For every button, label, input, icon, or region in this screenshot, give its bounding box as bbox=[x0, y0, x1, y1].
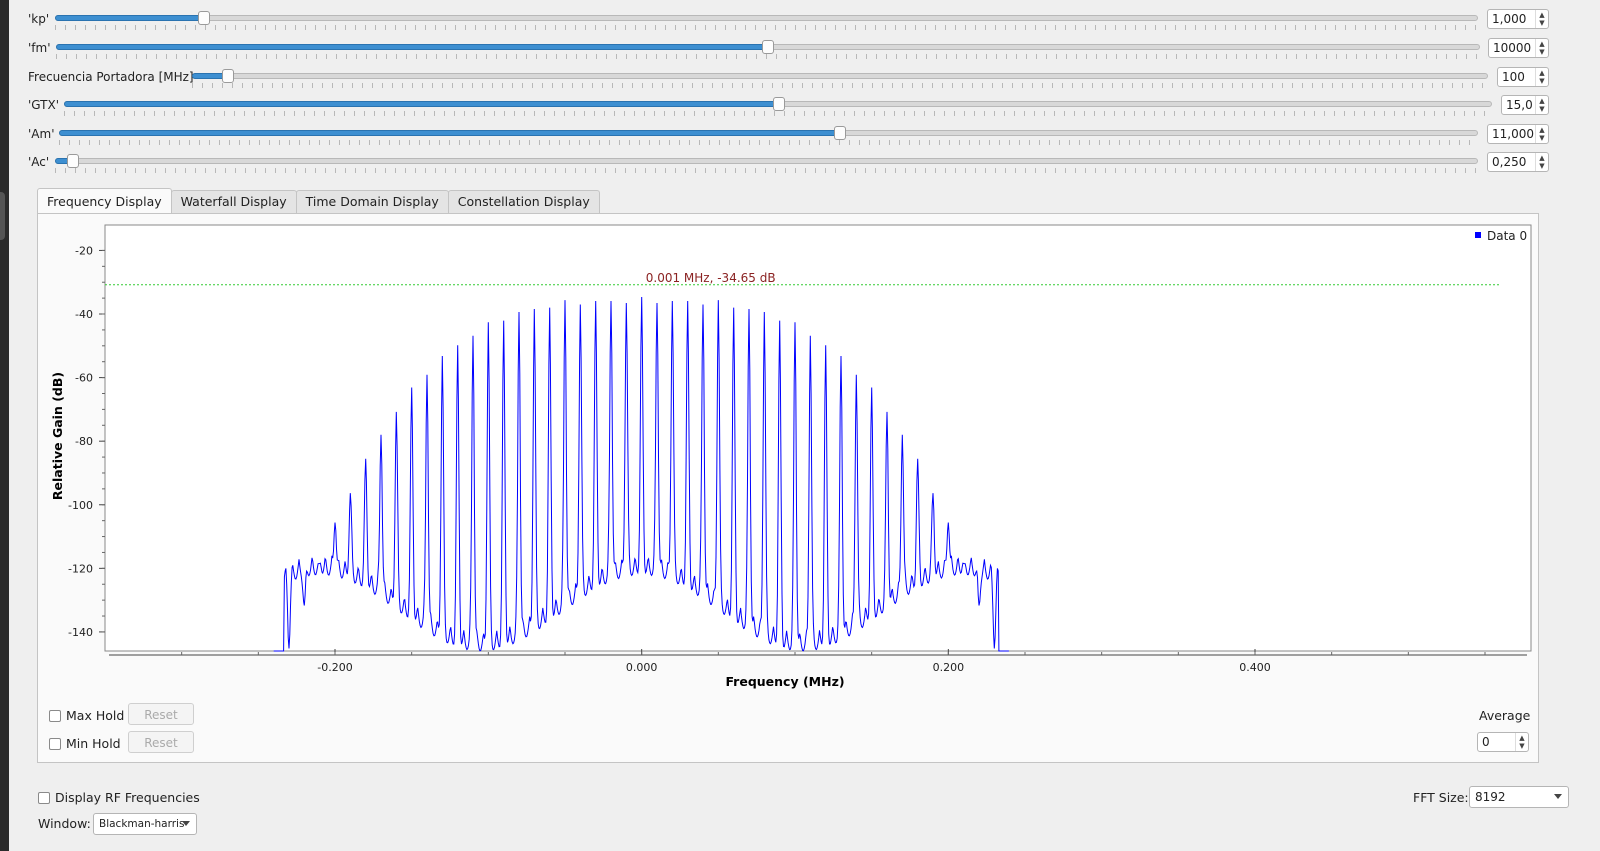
y-tick-label: -120 bbox=[68, 562, 93, 575]
ac-spin-arrows[interactable]: ▲ ▼ bbox=[1535, 153, 1548, 171]
legend-swatch bbox=[1475, 232, 1481, 238]
min-hold-label: Min Hold bbox=[66, 736, 121, 751]
x-tick-label: 0.200 bbox=[933, 661, 965, 674]
slider-fm-handle[interactable] bbox=[761, 40, 774, 54]
tab-constellation-display[interactable]: Constellation Display bbox=[447, 190, 600, 213]
fft-size-label: FFT Size: bbox=[1413, 790, 1469, 805]
slider-gtx-handle[interactable] bbox=[773, 97, 785, 111]
window-select[interactable]: Blackman-harris bbox=[93, 813, 197, 835]
min-hold-box[interactable] bbox=[49, 737, 61, 750]
slider-am-track[interactable] bbox=[59, 125, 1478, 147]
kp-spin-arrows[interactable]: ▲ ▼ bbox=[1535, 10, 1548, 28]
portadora-spinbox[interactable]: 100 ▲ ▼ bbox=[1497, 67, 1549, 87]
display-tabs: Frequency Display Waterfall Display Time… bbox=[37, 188, 600, 214]
plot-canvas bbox=[104, 224, 1532, 652]
portadora-spin-arrows[interactable]: ▲ ▼ bbox=[1535, 68, 1548, 86]
series-data-0-trace bbox=[273, 296, 1009, 652]
window-label: Window: bbox=[38, 816, 91, 831]
x-axis-label: Frequency (MHz) bbox=[725, 674, 844, 689]
gtx-spin-arrows[interactable]: ▲ ▼ bbox=[1535, 96, 1548, 114]
slider-portadora-label: Frecuencia Portadora [MHz] bbox=[28, 70, 194, 84]
slider-portadora-handle[interactable] bbox=[221, 69, 234, 83]
y-tick-label: -40 bbox=[75, 308, 93, 321]
max-hold-checkbox[interactable]: Max Hold bbox=[49, 708, 124, 723]
min-hold-reset-button[interactable]: Reset bbox=[128, 731, 194, 753]
y-tick-label: -80 bbox=[75, 435, 93, 448]
min-hold-checkbox[interactable]: Min Hold bbox=[49, 736, 121, 751]
slider-ac-handle[interactable] bbox=[67, 154, 80, 168]
fft-dropdown-icon bbox=[1554, 794, 1562, 799]
slider-gtx-track[interactable] bbox=[64, 96, 1492, 118]
display-rf-checkbox[interactable]: Display RF Frequencies bbox=[38, 790, 200, 805]
max-hold-label: Max Hold bbox=[66, 708, 125, 723]
y-tick-label: -140 bbox=[68, 626, 93, 639]
fft-size-select[interactable]: 8192 bbox=[1469, 786, 1569, 808]
display-rf-label: Display RF Frequencies bbox=[55, 790, 200, 805]
average-spinbox[interactable]: 0 ▲ ▼ bbox=[1477, 732, 1529, 752]
max-hold-reset-button[interactable]: Reset bbox=[128, 703, 194, 725]
gtx-spinbox[interactable]: 15,0 ▲ ▼ bbox=[1501, 95, 1549, 115]
sidebar-notch bbox=[0, 192, 5, 240]
slider-am-handle[interactable] bbox=[834, 126, 847, 140]
tab-time-domain-display[interactable]: Time Domain Display bbox=[295, 190, 449, 213]
y-axis-label: Relative Gain (dB) bbox=[50, 372, 65, 500]
slider-ac-track[interactable] bbox=[55, 153, 1478, 175]
slider-kp-track[interactable] bbox=[55, 10, 1478, 32]
display-rf-box[interactable] bbox=[38, 791, 50, 804]
fft-size-value: 8192 bbox=[1475, 790, 1506, 804]
slider-ac-label: 'Ac' bbox=[28, 155, 50, 169]
y-tick-label: -100 bbox=[68, 499, 93, 512]
frequency-display-panel: -20 -40 -60 -80 -100 -120 -140 -0.200 0.000 0.20… bbox=[37, 213, 1539, 763]
y-tick-label: -20 bbox=[75, 244, 93, 257]
slider-kp-label: 'kp' bbox=[28, 12, 50, 26]
frequency-plot: -20 -40 -60 -80 -100 -120 -140 -0.200 0.000 0.20… bbox=[50, 224, 1532, 689]
desktop-sidebar-edge bbox=[0, 0, 9, 851]
fm-spinbox[interactable]: 10000 ▲ ▼ bbox=[1488, 38, 1549, 58]
x-tick-label: 0.000 bbox=[626, 661, 658, 674]
kp-spinbox[interactable]: 1,000 ▲ ▼ bbox=[1487, 9, 1549, 29]
window-dropdown-icon bbox=[182, 821, 190, 826]
window-select-value: Blackman-harris bbox=[99, 818, 185, 830]
y-tick-label: -60 bbox=[75, 372, 93, 385]
tab-frequency-display[interactable]: Frequency Display bbox=[37, 188, 172, 213]
marker-label: 0.001 MHz, -34.65 dB bbox=[646, 271, 776, 285]
slider-portadora-track[interactable] bbox=[192, 68, 1488, 90]
slider-gtx-label: 'GTX' bbox=[28, 98, 60, 112]
x-tick-label: 0.400 bbox=[1239, 661, 1271, 674]
am-spin-arrows[interactable]: ▲ ▼ bbox=[1535, 125, 1548, 143]
am-spinbox[interactable]: 11,000 ▲ ▼ bbox=[1487, 124, 1549, 144]
ac-spinbox[interactable]: 0,250 ▲ ▼ bbox=[1487, 152, 1549, 172]
legend-data-0[interactable]: Data 0 bbox=[1487, 229, 1527, 243]
tab-waterfall-display[interactable]: Waterfall Display bbox=[170, 190, 297, 213]
slider-am-label: 'Am' bbox=[28, 127, 55, 141]
average-spin-arrows[interactable]: ▲ ▼ bbox=[1515, 733, 1528, 751]
slider-fm-label: 'fm' bbox=[28, 41, 51, 55]
fm-spin-arrows[interactable]: ▲ ▼ bbox=[1535, 39, 1548, 57]
slider-fm-track[interactable] bbox=[56, 39, 1480, 61]
average-label: Average bbox=[1479, 708, 1531, 723]
slider-kp-handle[interactable] bbox=[197, 11, 210, 25]
max-hold-box[interactable] bbox=[49, 709, 61, 722]
x-tick-label: -0.200 bbox=[317, 661, 352, 674]
